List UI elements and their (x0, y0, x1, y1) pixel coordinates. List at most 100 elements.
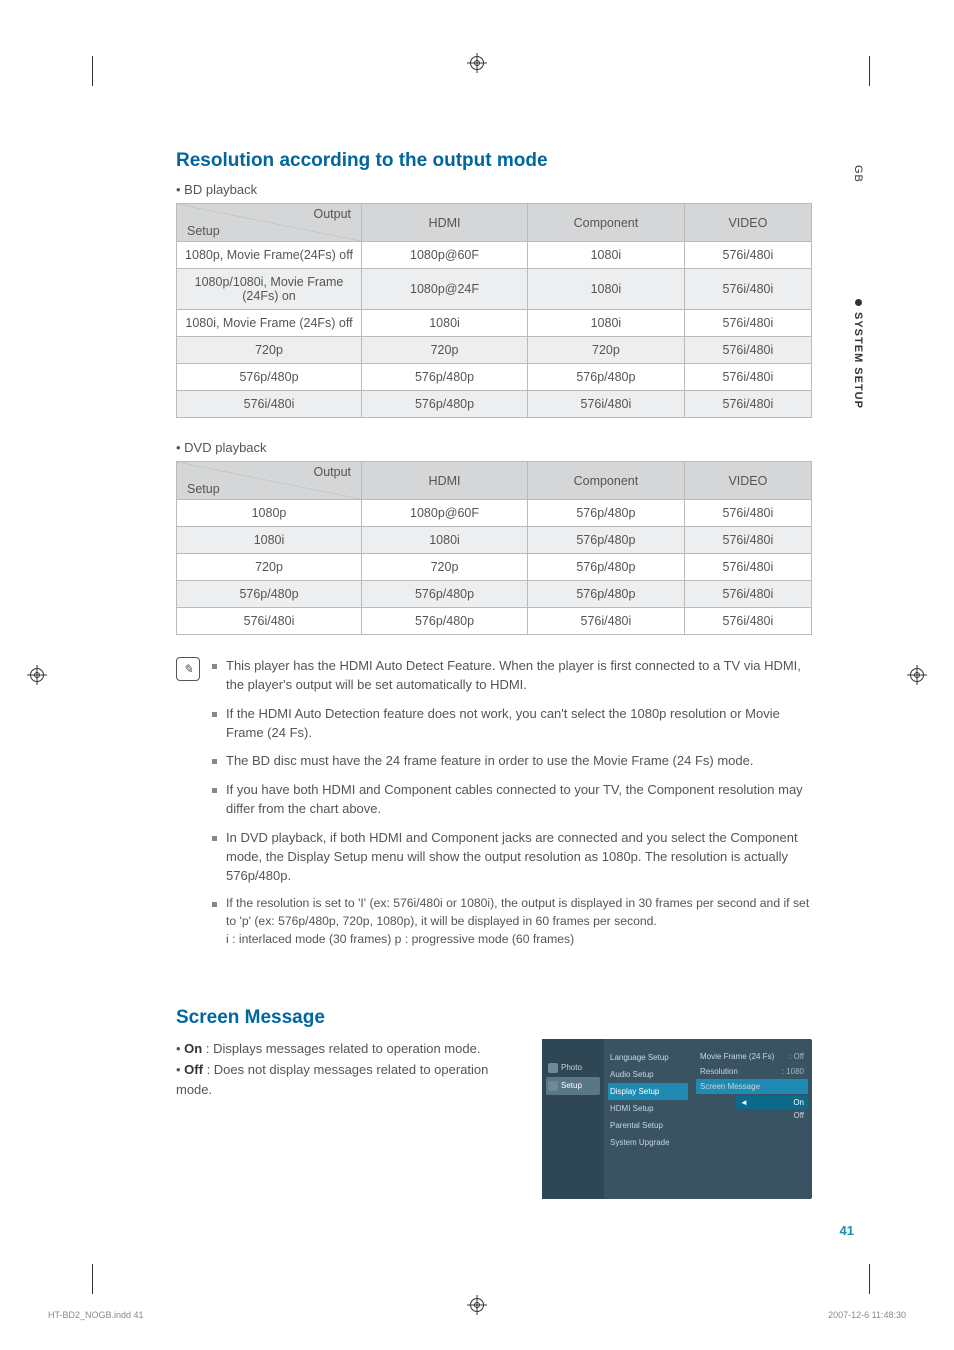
table-cell: 720p (528, 337, 685, 364)
bd-playback-label: • BD playback (176, 182, 812, 197)
heading-screen-message: Screen Message (176, 1007, 812, 1029)
note-item: The BD disc must have the 24 frame featu… (212, 752, 812, 771)
table-row: 576p/480p576p/480p576p/480p576i/480i (177, 581, 812, 608)
table-cell: 576p/480p (528, 527, 685, 554)
table-cell: 1080i (528, 310, 685, 337)
crop-guide (92, 56, 93, 86)
table-cell: 1080i (362, 527, 528, 554)
osd-menu-item: Audio Setup (608, 1066, 688, 1083)
screen-message-section: • On : Displays messages related to oper… (176, 1039, 812, 1199)
table-cell: 1080i (528, 269, 685, 310)
crop-guide (92, 1264, 93, 1294)
osd-options: ◄On Off (696, 1096, 808, 1122)
table-cell: 720p (177, 337, 362, 364)
crop-guide (869, 56, 870, 86)
table-cell: 576i/480i (684, 364, 811, 391)
col-output: Output (313, 207, 351, 221)
table-row: 576i/480i576p/480p576i/480i576i/480i (177, 391, 812, 418)
note-item: If the HDMI Auto Detection feature does … (212, 705, 812, 743)
table-cell: 576p/480p (528, 581, 685, 608)
note-list: This player has the HDMI Auto Detect Fea… (212, 657, 812, 959)
heading-resolution: Resolution according to the output mode (176, 150, 812, 172)
gear-icon (548, 1081, 558, 1091)
table-cell: 576i/480i (177, 391, 362, 418)
table-row: 1080i1080i576p/480p576i/480i (177, 527, 812, 554)
table-cell: 576p/480p (362, 364, 528, 391)
registration-mark-icon (910, 668, 924, 682)
note-item: If the resolution is set to 'I' (ex: 576… (212, 895, 812, 948)
col-video: VIDEO (684, 204, 811, 242)
sm-on-label: On (184, 1041, 202, 1056)
table-cell: 576i/480i (528, 391, 685, 418)
bd-table: Output Setup HDMI Component VIDEO 1080p,… (176, 203, 812, 418)
table-cell: 1080i (177, 527, 362, 554)
footer-filename: HT-BD2_NOGB.indd 41 (48, 1310, 144, 1320)
osd-nav-setup: Setup (546, 1077, 600, 1095)
table-cell: 576i/480i (684, 337, 811, 364)
col-component: Component (528, 204, 685, 242)
table-cell: 720p (362, 554, 528, 581)
table-cell: 576p/480p (528, 500, 685, 527)
table-row: 1080p1080p@60F576p/480p576i/480i (177, 500, 812, 527)
osd-menu-item: HDMI Setup (608, 1100, 688, 1117)
table-cell: 1080p, Movie Frame(24Fs) off (177, 242, 362, 269)
table-cell: 576p/480p (528, 554, 685, 581)
side-gb-label: GB (852, 165, 864, 183)
table-cell: 1080p@60F (362, 500, 528, 527)
bullet-icon (855, 299, 862, 306)
table-row: 576p/480p576p/480p576p/480p576i/480i (177, 364, 812, 391)
table-diag-header: Output Setup (177, 204, 362, 242)
dvd-playback-label: • DVD playback (176, 440, 812, 455)
footer-timestamp: 2007-12-6 11:48:30 (828, 1310, 906, 1320)
osd-preview: Photo Setup Language Setup Audio Setup D… (542, 1039, 812, 1199)
col-setup: Setup (187, 224, 220, 238)
dvd-table: Output Setup HDMI Component VIDEO 1080p1… (176, 461, 812, 635)
table-cell: 720p (177, 554, 362, 581)
osd-left-nav: Photo Setup (542, 1039, 604, 1199)
table-cell: 576i/480i (684, 310, 811, 337)
table-cell: 576i/480i (684, 527, 811, 554)
osd-menu-item-selected: Display Setup (608, 1083, 688, 1100)
table-cell: 576p/480p (362, 391, 528, 418)
table-cell: 1080p@60F (362, 242, 528, 269)
table-cell: 1080i (528, 242, 685, 269)
table-cell: 576i/480i (684, 391, 811, 418)
page-content: Resolution according to the output mode … (176, 150, 812, 1199)
page-number: 41 (840, 1223, 854, 1238)
table-cell: 576p/480p (528, 364, 685, 391)
osd-nav-photo: Photo (546, 1059, 600, 1077)
registration-mark-icon (470, 56, 484, 70)
registration-mark-icon (30, 668, 44, 682)
side-section: SYSTEM SETUP (852, 299, 864, 409)
col-output: Output (313, 465, 351, 479)
note-item: If you have both HDMI and Component cabl… (212, 781, 812, 819)
osd-menu-item: System Upgrade (608, 1134, 688, 1151)
table-cell: 1080i, Movie Frame (24Fs) off (177, 310, 362, 337)
col-hdmi: HDMI (362, 204, 528, 242)
table-cell: 576i/480i (684, 554, 811, 581)
osd-option-off: Off (736, 1109, 808, 1122)
table-row: 1080i, Movie Frame (24Fs) off1080i1080i5… (177, 310, 812, 337)
table-cell: 576p/480p (362, 581, 528, 608)
sm-off-line: • Off : Does not display messages relate… (176, 1060, 522, 1099)
note-p-mode: p : progressive mode (60 frames) (395, 932, 575, 946)
sm-off-desc: : Does not display messages related to o… (176, 1062, 488, 1097)
osd-menu-item: Parental Setup (608, 1117, 688, 1134)
caret-left-icon: ◄ (740, 1098, 748, 1107)
table-row: 720p720p720p576i/480i (177, 337, 812, 364)
sm-on-desc: : Displays messages related to operation… (202, 1041, 480, 1056)
osd-settings-panel: Movie Frame (24 Fs): Off Resolution: 108… (692, 1039, 812, 1199)
table-cell: 576p/480p (177, 364, 362, 391)
table-row: 1080p, Movie Frame(24Fs) off1080p@60F108… (177, 242, 812, 269)
table-diag-header: Output Setup (177, 462, 362, 500)
col-video: VIDEO (684, 462, 811, 500)
table-cell: 576i/480i (684, 581, 811, 608)
col-hdmi: HDMI (362, 462, 528, 500)
table-cell: 1080p (177, 500, 362, 527)
osd-menu-item: Language Setup (608, 1049, 688, 1066)
table-cell: 576i/480i (177, 608, 362, 635)
osd-setting-row-selected: Screen Message (696, 1079, 808, 1094)
table-cell: 1080i (362, 310, 528, 337)
table-cell: 576i/480i (528, 608, 685, 635)
table-cell: 720p (362, 337, 528, 364)
